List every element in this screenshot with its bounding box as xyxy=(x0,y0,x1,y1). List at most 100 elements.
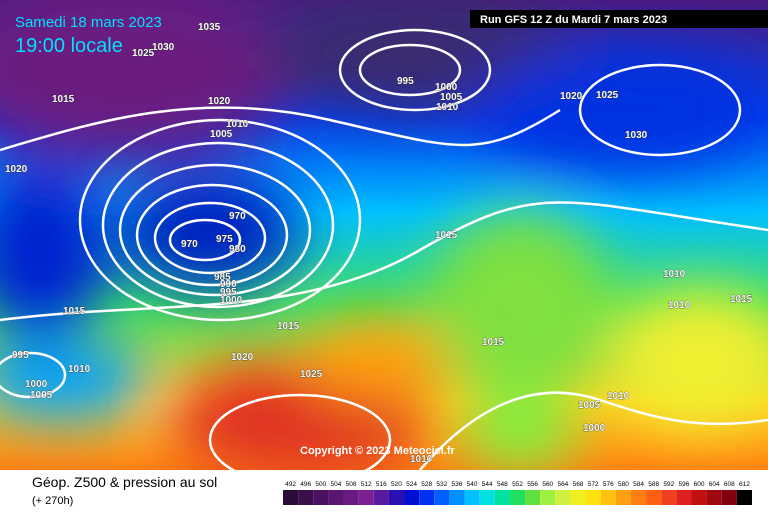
isobar-label: 1010 xyxy=(668,300,691,311)
colorbar-label: 544 xyxy=(482,481,493,488)
colorbar-label: 592 xyxy=(663,481,674,488)
colorbar-label: 588 xyxy=(648,481,659,488)
colorbar-label: 520 xyxy=(391,481,402,488)
colorbar-swatch xyxy=(419,490,435,505)
isobar-label: 1010 xyxy=(663,269,686,280)
colorbar-swatch xyxy=(706,490,722,505)
colorbar-swatch xyxy=(540,490,556,505)
colorbar-label: 572 xyxy=(588,481,599,488)
isobar-label: 1025 xyxy=(300,369,323,380)
colorbar-swatch xyxy=(661,490,677,505)
colorbar-swatch xyxy=(283,490,299,505)
colorbar-swatch xyxy=(328,490,344,505)
footer-title: Géop. Z500 & pression au sol xyxy=(32,474,217,490)
colorbar-swatch xyxy=(525,490,541,505)
isobar-label: 1010 xyxy=(410,454,433,465)
colorbar-label: 584 xyxy=(633,481,644,488)
copyright: Copyright © 2023 Meteociel.fr xyxy=(300,445,456,457)
colorbar-label: 596 xyxy=(678,481,689,488)
colorbar-swatch xyxy=(570,490,586,505)
isobar-label: 1015 xyxy=(482,337,505,348)
colorbar-label: 604 xyxy=(709,481,720,488)
isobar-label: 1030 xyxy=(625,130,648,141)
colorbar-label: 600 xyxy=(694,481,705,488)
colorbar-swatch xyxy=(434,490,450,505)
colorbar-swatch xyxy=(404,490,420,505)
colorbar-label: 512 xyxy=(361,481,372,488)
isobar-label: 1030 xyxy=(152,42,175,53)
forecast-date: Samedi 18 mars 2023 xyxy=(15,14,162,31)
colorbar-label: 524 xyxy=(406,481,417,488)
isobar-label: 1015 xyxy=(52,94,75,105)
colorbar-swatch xyxy=(373,490,389,505)
isobar-label: 970 xyxy=(181,239,198,250)
isobar-label: 1010 xyxy=(68,364,91,375)
isobar-label: 970 xyxy=(229,211,246,222)
isobar-label: 1000 xyxy=(435,82,458,93)
isobar-label: 1005 xyxy=(30,390,53,401)
colorbar-swatch xyxy=(464,490,480,505)
colorbar-swatch xyxy=(630,490,647,505)
isobar-label: 1000 xyxy=(583,423,606,434)
colorbar-label: 564 xyxy=(557,481,568,488)
colorbar-swatch xyxy=(494,490,510,505)
isobar-label: 1015 xyxy=(435,230,458,241)
isobar-label: 975 xyxy=(216,234,233,245)
isobar-label: 985 xyxy=(214,272,231,283)
colorbar-swatch xyxy=(343,490,359,505)
colorbar-label: 552 xyxy=(512,481,523,488)
colorbar-swatch xyxy=(449,490,465,505)
colorbar-swatch xyxy=(585,490,601,505)
isobar-label: 1015 xyxy=(63,306,86,317)
colorbar-label: 500 xyxy=(315,481,326,488)
footer-lead: (+ 270h) xyxy=(32,495,73,507)
isobar-label: 1020 xyxy=(208,96,231,107)
isobar-label: 1035 xyxy=(198,22,221,33)
colorbar-swatch xyxy=(676,490,692,505)
forecast-time: 19:00 locale xyxy=(15,35,123,57)
colorbar-label: 548 xyxy=(497,481,508,488)
colorbar-swatch xyxy=(358,490,374,505)
isobar-label: 1015 xyxy=(277,321,300,332)
isobar-label: 1020 xyxy=(231,352,254,363)
isobar-label: 1020 xyxy=(560,91,583,102)
isobars xyxy=(0,28,768,470)
isobar-label: 1020 xyxy=(5,164,28,175)
run-label: Run GFS 12 Z du Mardi 7 mars 2023 xyxy=(480,14,667,26)
colorbar-swatch xyxy=(721,490,737,505)
isobar-label: 995 xyxy=(220,287,237,298)
isobar-label: 1015 xyxy=(730,294,753,305)
colorbar-swatch xyxy=(388,490,405,505)
colorbar-swatch xyxy=(479,490,495,505)
colorbar-label: 560 xyxy=(542,481,553,488)
isobar-label: 995 xyxy=(12,350,29,361)
colorbar-label: 492 xyxy=(285,481,296,488)
colorbar-swatch xyxy=(509,490,526,505)
colorbar-label: 536 xyxy=(452,481,463,488)
colorbar-label: 508 xyxy=(346,481,357,488)
colorbar-label: 528 xyxy=(421,481,432,488)
colorbar-swatch xyxy=(646,490,662,505)
colorbar-label: 612 xyxy=(739,481,750,488)
colorbar-swatch xyxy=(298,490,314,505)
isobar-label: 980 xyxy=(229,244,246,255)
isobar-label: 1010 xyxy=(226,119,249,130)
colorbar-label: 568 xyxy=(573,481,584,488)
colorbar-swatch xyxy=(736,490,752,505)
isobar-label: 990 xyxy=(220,279,237,290)
map-field: Copyright © 2023 Meteociel.fr 1035103010… xyxy=(0,0,768,470)
run-box xyxy=(470,10,768,28)
colorbar-label: 556 xyxy=(527,481,538,488)
isobar-label: 1025 xyxy=(596,90,619,101)
colorbar-label: 516 xyxy=(376,481,387,488)
isobar-label: 995 xyxy=(397,76,414,87)
isobar-label: 1025 xyxy=(132,48,155,59)
isobar-label: 1000 xyxy=(25,379,48,390)
colorbar-swatch xyxy=(615,490,631,505)
isobar-label: 1005 xyxy=(578,400,601,411)
colorbar-swatch xyxy=(691,490,707,505)
colorbar-swatch xyxy=(555,490,571,505)
colorbar-swatch xyxy=(313,490,329,505)
colorbar-label: 532 xyxy=(436,481,447,488)
